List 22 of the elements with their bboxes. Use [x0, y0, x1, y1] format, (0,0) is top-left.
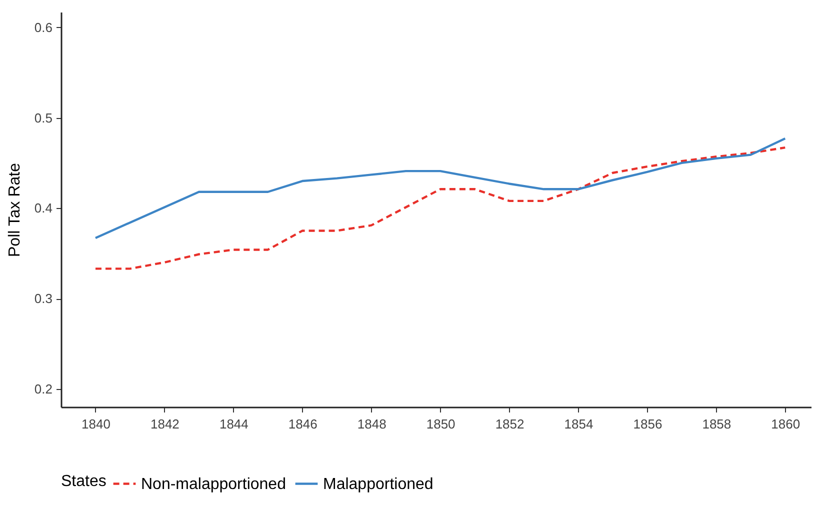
y-tick-label: 0.4 [34, 200, 52, 216]
y-tick-label: 0.6 [34, 20, 52, 35]
x-tick-label: 1850 [426, 416, 456, 432]
x-tick-label: 1848 [357, 416, 386, 432]
x-tick-label: 1844 [219, 416, 248, 432]
line-series [94, 146, 786, 270]
legend-label: Non-malapportioned [141, 476, 286, 493]
line-series [94, 137, 786, 240]
x-tick-label: 1854 [564, 416, 594, 432]
y-tick-label: 0.5 [34, 110, 52, 126]
x-tick-label: 1846 [288, 416, 318, 432]
x-tick-label: 1840 [82, 416, 110, 432]
x-tick-label: 1858 [702, 416, 732, 432]
legend-label: Malapportioned [323, 476, 434, 493]
x-tick-label: 1852 [495, 416, 524, 432]
x-tick-label: 1856 [633, 416, 662, 432]
y-tick-label: 0.2 [34, 381, 52, 396]
x-tick-label: 1842 [150, 416, 180, 432]
legend-title: States [61, 473, 106, 490]
x-tick-label: 1860 [771, 416, 800, 432]
y-tick-label: 0.3 [34, 291, 52, 306]
y-axis-title: Poll Tax Rate [6, 162, 24, 257]
